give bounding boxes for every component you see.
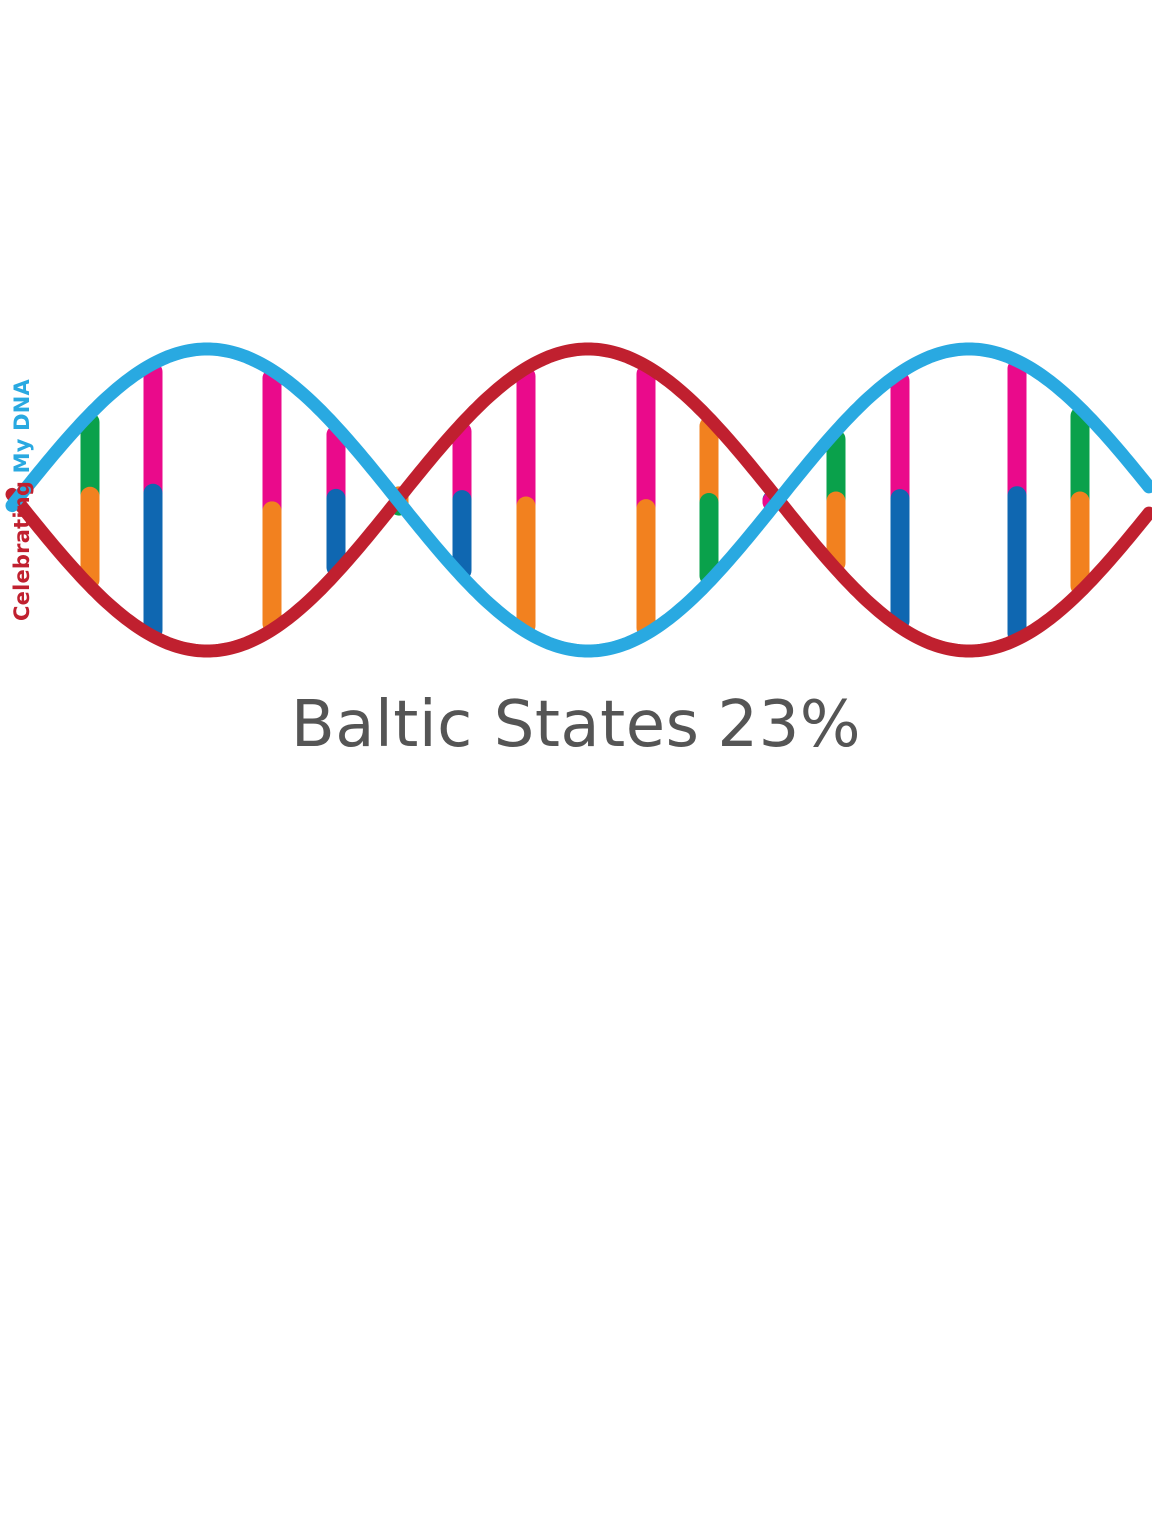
red-dna-strand [5,342,1152,658]
brand-word-celebrating: Celebrating [10,480,34,621]
region-percent: 23% [717,688,862,762]
region-name: Baltic States [290,688,700,762]
blue-dna-strand [5,342,1152,658]
brand-word-my-dna: My DNA [10,379,34,474]
base-pair-rungs [80,359,1090,643]
celebrating-my-dna-label: Celebrating My DNA [10,379,34,621]
ancestry-caption: Baltic States 23% [0,688,1152,762]
